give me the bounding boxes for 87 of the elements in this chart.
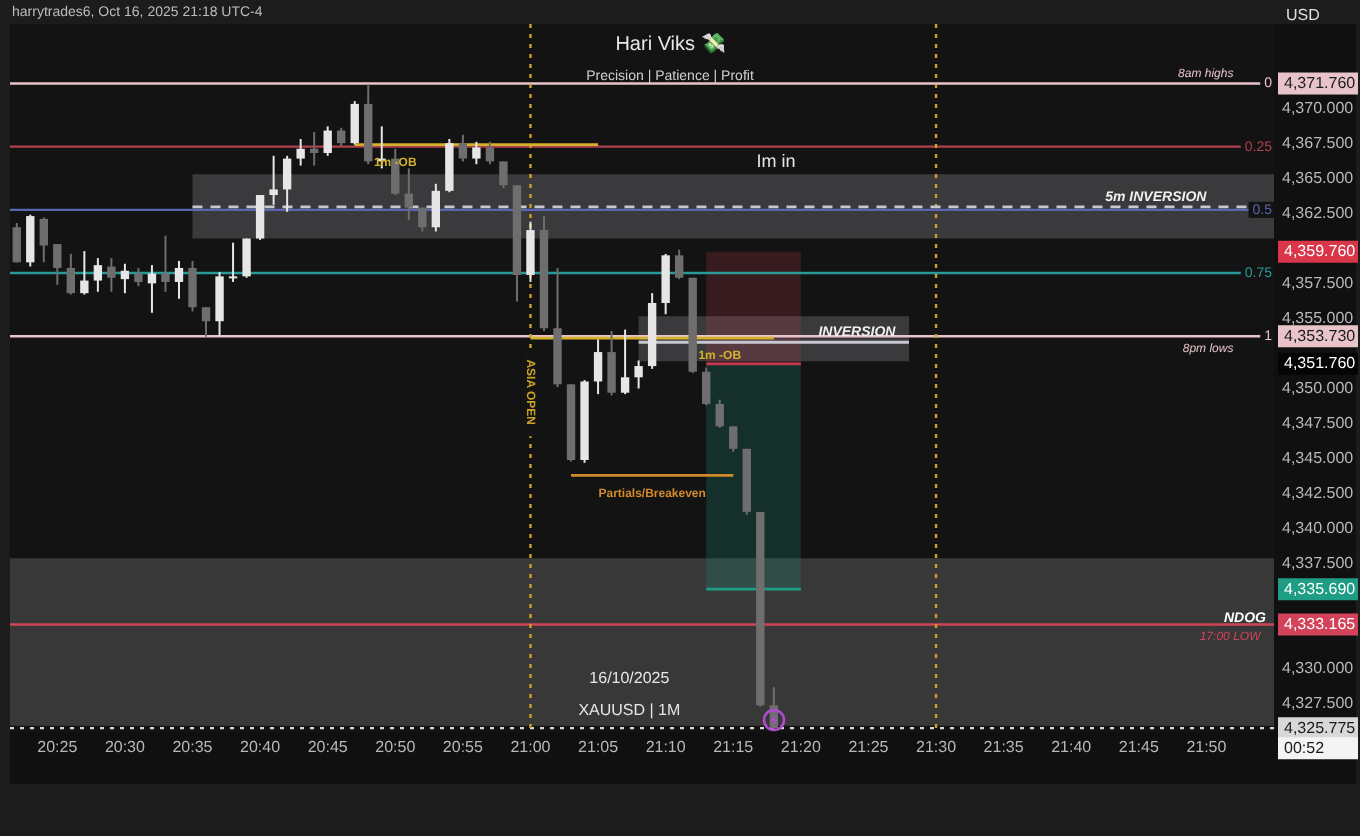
x-tick-label: 20:35 bbox=[172, 738, 214, 757]
annotation: 16/10/2025 bbox=[589, 669, 671, 688]
y-tick-label: 4,350.000 bbox=[1282, 378, 1355, 397]
candlestick bbox=[161, 234, 170, 293]
ref-line-label: 4,325.775 bbox=[1284, 718, 1357, 737]
ref-line-label: 4,371.760 bbox=[1284, 73, 1357, 92]
candlestick bbox=[269, 154, 278, 206]
candlestick bbox=[323, 125, 332, 157]
y-tick-label: 4,340.000 bbox=[1282, 519, 1355, 538]
x-tick-label: 21:35 bbox=[983, 738, 1025, 757]
y-tick-label: 4,327.500 bbox=[1282, 694, 1355, 713]
candlestick bbox=[661, 252, 670, 316]
candlestick bbox=[201, 306, 211, 338]
candlestick bbox=[39, 216, 48, 264]
text: Hari Viks 💸 bbox=[615, 31, 725, 56]
annotation: Im in bbox=[756, 151, 796, 172]
x-tick-label: 21:25 bbox=[848, 738, 890, 757]
x-tick-label: 20:45 bbox=[307, 738, 349, 757]
candlestick bbox=[309, 130, 319, 167]
candlestick bbox=[242, 237, 251, 279]
candlestick bbox=[607, 330, 616, 397]
candlestick bbox=[120, 262, 130, 295]
text: 4,335.690 bbox=[1284, 579, 1357, 598]
y-tick-label: 4,365.000 bbox=[1282, 168, 1355, 187]
candlestick bbox=[458, 133, 468, 163]
candlestick bbox=[107, 257, 116, 293]
candlestick bbox=[593, 338, 603, 396]
x-tick-label: 20:25 bbox=[37, 738, 79, 757]
candlestick bbox=[93, 257, 103, 293]
candlestick bbox=[620, 328, 630, 396]
candlestick bbox=[431, 182, 441, 233]
candlestick bbox=[66, 252, 76, 296]
y-tick-label: 4,362.500 bbox=[1282, 203, 1355, 222]
candlestick bbox=[80, 250, 89, 296]
x-tick-label: 20:40 bbox=[240, 738, 282, 757]
candlestick bbox=[729, 425, 738, 453]
x-tick-label: 21:50 bbox=[1186, 738, 1228, 757]
candlestick bbox=[215, 271, 224, 338]
x-tick-label: 21:45 bbox=[1118, 738, 1160, 757]
y-axis-title: USD bbox=[1286, 6, 1321, 25]
candlestick bbox=[404, 167, 413, 222]
candlestick bbox=[134, 266, 143, 288]
ref-line-label: 4,333.165 bbox=[1284, 614, 1357, 633]
text: 4,359.760 bbox=[1284, 242, 1357, 261]
y-tick-label: 4,367.500 bbox=[1282, 133, 1355, 152]
x-tick-label: 21:20 bbox=[780, 738, 822, 757]
candlestick bbox=[445, 137, 454, 194]
x-tick-label: 21:10 bbox=[645, 738, 687, 757]
candlestick bbox=[282, 154, 292, 213]
x-tick-label: 20:30 bbox=[104, 738, 147, 757]
candlestick bbox=[255, 194, 265, 241]
y-tick-label: 4,347.500 bbox=[1282, 413, 1355, 432]
y-tick-label: 4,337.500 bbox=[1282, 554, 1355, 573]
annotation: XAUUSD | 1M bbox=[578, 701, 681, 720]
x-tick-label: 20:50 bbox=[375, 738, 417, 757]
y-tick-label: 4,342.500 bbox=[1282, 484, 1355, 503]
candlestick bbox=[12, 222, 21, 264]
candlestick bbox=[350, 100, 359, 146]
x-tick-label: 21:05 bbox=[578, 738, 620, 757]
candlestick bbox=[337, 126, 346, 147]
candlestick bbox=[188, 259, 197, 313]
x-tick-label: 20:55 bbox=[442, 738, 484, 757]
candlestick bbox=[228, 241, 238, 283]
y-tick-label: 4,330.000 bbox=[1282, 659, 1355, 678]
candlestick bbox=[674, 248, 684, 281]
text: 4,351.760 bbox=[1284, 354, 1357, 373]
x-tick-label: 21:40 bbox=[1051, 738, 1093, 757]
y-tick-label: 4,355.000 bbox=[1282, 308, 1355, 327]
candlestick bbox=[53, 243, 62, 286]
y-tick-label: 4,370.000 bbox=[1282, 98, 1355, 117]
candlestick bbox=[296, 137, 305, 167]
candlestick bbox=[526, 220, 535, 283]
candlestick bbox=[485, 140, 495, 166]
text: 00:52 bbox=[1284, 738, 1326, 757]
candlestick bbox=[634, 359, 643, 390]
candlestick bbox=[26, 213, 35, 268]
candlestick bbox=[702, 366, 711, 407]
candlestick bbox=[174, 259, 184, 300]
candlestick bbox=[472, 140, 481, 166]
x-tick-label: 21:30 bbox=[916, 738, 958, 757]
x-tick-label: 21:00 bbox=[510, 738, 552, 757]
candlestick bbox=[499, 160, 508, 190]
ref-line-label: 4,353.730 bbox=[1284, 326, 1357, 345]
y-tick-label: 4,345.000 bbox=[1282, 449, 1355, 468]
x-tick-label: 21:15 bbox=[713, 738, 755, 757]
candlestick bbox=[715, 398, 724, 429]
y-tick-label: 4,357.500 bbox=[1282, 273, 1355, 292]
